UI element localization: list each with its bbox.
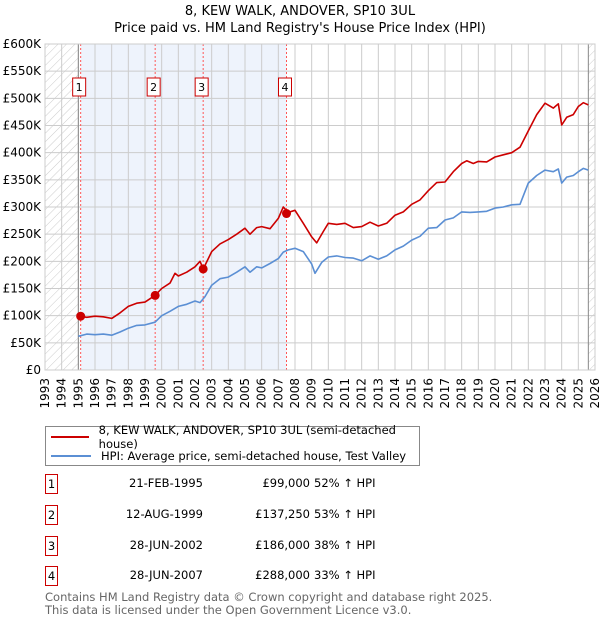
legend-item-property: 8, KEW WALK, ANDOVER, SP10 3UL (semi-det… xyxy=(51,423,419,451)
sale-label-marker: 3 xyxy=(194,77,209,97)
sale-label-number: 4 xyxy=(282,81,289,94)
table-row: 1 21-FEB-1995 £99,000 52% ↑ HPI xyxy=(45,474,465,494)
x-tick-label: 2000 xyxy=(155,378,169,409)
legend-swatch-blue xyxy=(51,455,91,457)
sale-point xyxy=(150,290,160,300)
x-tick-label: 2005 xyxy=(238,378,252,409)
price-chart: 1993 1994 1995 1996 1997 1998 1999 2000 2001 2002… xyxy=(3,37,600,409)
hpi-line xyxy=(78,167,589,338)
sale-date: 12-AUG-1999 xyxy=(125,507,203,521)
sale-label-box xyxy=(194,77,209,97)
chart-subtitle: Price paid vs. HM Land Registry's House … xyxy=(114,21,486,36)
legend: 8, KEW WALK, ANDOVER, SP10 3UL (semi-det… xyxy=(45,423,420,466)
footer-copyright: Contains HM Land Registry data © Crown c… xyxy=(45,590,493,604)
y-tick-label: £200K xyxy=(3,254,43,268)
x-tick-label: 1998 xyxy=(121,378,135,409)
hpi-comparison: 38% ↑ HPI xyxy=(314,538,376,552)
x-tick-label: 2015 xyxy=(405,378,419,409)
sale-label-number: 1 xyxy=(76,81,83,94)
footer: Contains HM Land Registry data © Crown c… xyxy=(45,591,492,617)
x-tick-label: 2023 xyxy=(538,378,552,409)
legend-item-hpi: HPI: Average price, semi-detached house,… xyxy=(51,447,406,465)
table-row: 4 28-JUN-2007 £288,000 33% ↑ HPI xyxy=(45,566,465,586)
y-tick-label: £50K xyxy=(10,336,42,350)
x-tick-label: 2007 xyxy=(271,378,285,409)
footer-licence: This data is licensed under the Open Gov… xyxy=(45,603,412,617)
sale-label-marker: 1 xyxy=(72,77,87,97)
x-tick-label: 2024 xyxy=(555,378,569,409)
x-tick-label: 2012 xyxy=(355,378,369,409)
y-tick-label: £500K xyxy=(3,91,43,105)
y-tick-label: £300K xyxy=(3,200,43,214)
x-tick-label: 2013 xyxy=(371,378,385,409)
x-tick-label: 2008 xyxy=(288,378,302,409)
x-tick-label: 2019 xyxy=(471,378,485,409)
sale-label-box xyxy=(72,77,87,97)
x-tick-label: 1997 xyxy=(105,378,119,409)
legend-swatch-red xyxy=(51,436,89,438)
hpi-comparison: 33% ↑ HPI xyxy=(314,568,376,582)
sale-number-badge: 3 xyxy=(45,536,58,556)
y-tick-label: £450K xyxy=(3,119,43,133)
table-row: 3 28-JUN-2002 £186,000 38% ↑ HPI xyxy=(45,536,465,556)
x-tick-label: 2011 xyxy=(338,378,352,409)
sale-price: £99,000 xyxy=(262,476,310,490)
x-tick-label: 2003 xyxy=(205,378,219,409)
x-tick-label: 2025 xyxy=(571,378,585,409)
x-tick-label: 2020 xyxy=(488,378,502,409)
y-tick-label: £250K xyxy=(3,227,43,241)
plot-border xyxy=(44,43,596,371)
legend-label-hpi: HPI: Average price, semi-detached house,… xyxy=(101,449,407,463)
legend-label-property: 8, KEW WALK, ANDOVER, SP10 3UL (semi-det… xyxy=(98,423,396,451)
x-tick-label: 1993 xyxy=(38,378,52,409)
y-tick-label: £150K xyxy=(3,282,43,296)
x-tick-label: 2021 xyxy=(505,378,519,409)
sale-label-marker: 4 xyxy=(278,77,292,97)
y-tick-label: £550K xyxy=(3,64,43,78)
sale-number-badge: 4 xyxy=(45,566,58,586)
sale-price: £137,250 xyxy=(255,507,310,521)
x-tick-label: 1995 xyxy=(71,378,85,409)
sale-date: 21-FEB-1995 xyxy=(129,476,203,490)
table-row: 2 12-AUG-1999 £137,250 53% ↑ HPI xyxy=(45,505,465,525)
sale-label-box xyxy=(278,77,292,97)
x-tick-label: 2017 xyxy=(438,378,452,409)
sale-point xyxy=(282,209,291,219)
y-tick-label: £350K xyxy=(3,173,43,187)
x-tick-label: 2018 xyxy=(455,378,469,409)
y-tick-label: £400K xyxy=(3,146,43,160)
sale-label-number: 2 xyxy=(150,81,157,94)
y-tick-label: £600K xyxy=(3,37,43,51)
x-tick-label: 2014 xyxy=(388,378,402,409)
hpi-comparison: 52% ↑ HPI xyxy=(314,476,376,490)
x-tick-label: 1996 xyxy=(88,378,102,409)
hpi-comparison: 53% ↑ HPI xyxy=(314,507,376,521)
x-tick-label: 2009 xyxy=(305,378,319,409)
property-price-line xyxy=(79,101,589,320)
x-tick-label: 1999 xyxy=(138,378,152,409)
x-tick-label: 1994 xyxy=(55,378,69,409)
sale-label-box xyxy=(146,77,161,97)
x-tick-label: 2004 xyxy=(221,378,235,409)
sale-date: 28-JUN-2002 xyxy=(129,538,203,552)
sale-number-badge: 1 xyxy=(45,474,58,494)
x-tick-label: 2006 xyxy=(255,378,269,409)
sale-label-marker: 2 xyxy=(146,77,161,97)
sale-label-number: 3 xyxy=(198,81,205,94)
y-tick-label: £100K xyxy=(3,309,43,323)
y-tick-label: £0 xyxy=(26,363,41,377)
x-tick-label: 2026 xyxy=(588,378,600,409)
x-tick-label: 2002 xyxy=(188,378,202,409)
sale-date: 28-JUN-2007 xyxy=(129,568,203,582)
chart-title: 8, KEW WALK, ANDOVER, SP10 3UL xyxy=(184,4,416,19)
sale-point xyxy=(76,311,86,321)
x-tick-label: 2001 xyxy=(171,378,185,409)
sale-number-badge: 2 xyxy=(45,505,58,525)
x-tick-label: 2010 xyxy=(321,378,335,409)
sale-point xyxy=(198,264,208,274)
sale-price: £186,000 xyxy=(255,538,310,552)
sale-price: £288,000 xyxy=(255,568,310,582)
x-tick-label: 2016 xyxy=(421,378,435,409)
x-tick-label: 2022 xyxy=(521,378,535,409)
